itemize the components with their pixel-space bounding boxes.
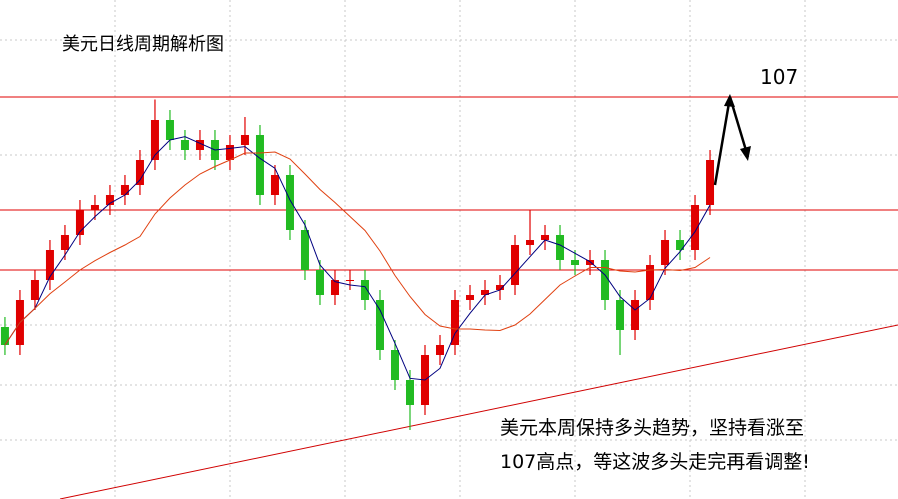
candle-body — [586, 260, 595, 265]
target-label: 107 — [760, 65, 798, 89]
chart-title: 美元日线周期解析图 — [62, 34, 224, 55]
candle-body — [676, 240, 685, 250]
moving-average — [4, 136, 711, 381]
candle-body — [435, 345, 444, 355]
annotation: 107高点，等这波多头走完再看调整! — [500, 451, 810, 473]
candle-body — [646, 265, 655, 300]
candle-body — [571, 260, 580, 265]
candle-body — [691, 205, 700, 250]
candle-body — [375, 300, 384, 350]
candle-body — [75, 210, 84, 235]
arrow-head — [739, 146, 751, 161]
candle-body — [225, 145, 234, 160]
candle-body — [285, 175, 294, 230]
candle-body — [451, 300, 460, 345]
candle-body — [466, 295, 475, 300]
candle-body — [315, 270, 324, 295]
candle-body — [405, 380, 414, 405]
candle-body — [270, 175, 279, 195]
forecast-arrow — [713, 96, 750, 186]
candle-body — [105, 195, 114, 205]
candle-body — [30, 280, 39, 300]
annotation: 美元本周保持多头趋势，坚持看涨至 — [500, 417, 804, 439]
candle-body — [255, 135, 264, 195]
candle-body — [496, 285, 505, 290]
candle-body — [165, 120, 174, 140]
trend-line — [59, 324, 898, 499]
candle-body — [180, 140, 189, 150]
candle-body — [195, 140, 204, 150]
candle-body — [390, 350, 399, 380]
moving-average — [4, 151, 711, 346]
candle-body — [45, 250, 54, 280]
candle-body — [706, 160, 715, 205]
candle-body — [511, 245, 520, 285]
candle-body — [601, 260, 610, 300]
candle-body — [150, 120, 159, 160]
candle-body — [135, 160, 144, 185]
candle-body — [541, 235, 550, 240]
candle-body — [60, 235, 69, 250]
arrow-head — [723, 94, 735, 107]
candle-body — [330, 280, 339, 295]
candle-body — [556, 235, 565, 260]
candle-body — [0, 327, 9, 345]
candle-body — [661, 240, 670, 265]
candle-body — [300, 230, 309, 270]
candle-body — [345, 280, 354, 281]
candle-body — [481, 290, 490, 295]
plot — [0, 94, 898, 499]
candle-body — [616, 300, 625, 330]
candle-body — [240, 135, 249, 145]
candle-body — [360, 280, 369, 300]
candle-body — [631, 300, 640, 330]
candle-body — [526, 240, 535, 245]
candle-body — [90, 205, 99, 210]
candle-body — [120, 185, 129, 195]
